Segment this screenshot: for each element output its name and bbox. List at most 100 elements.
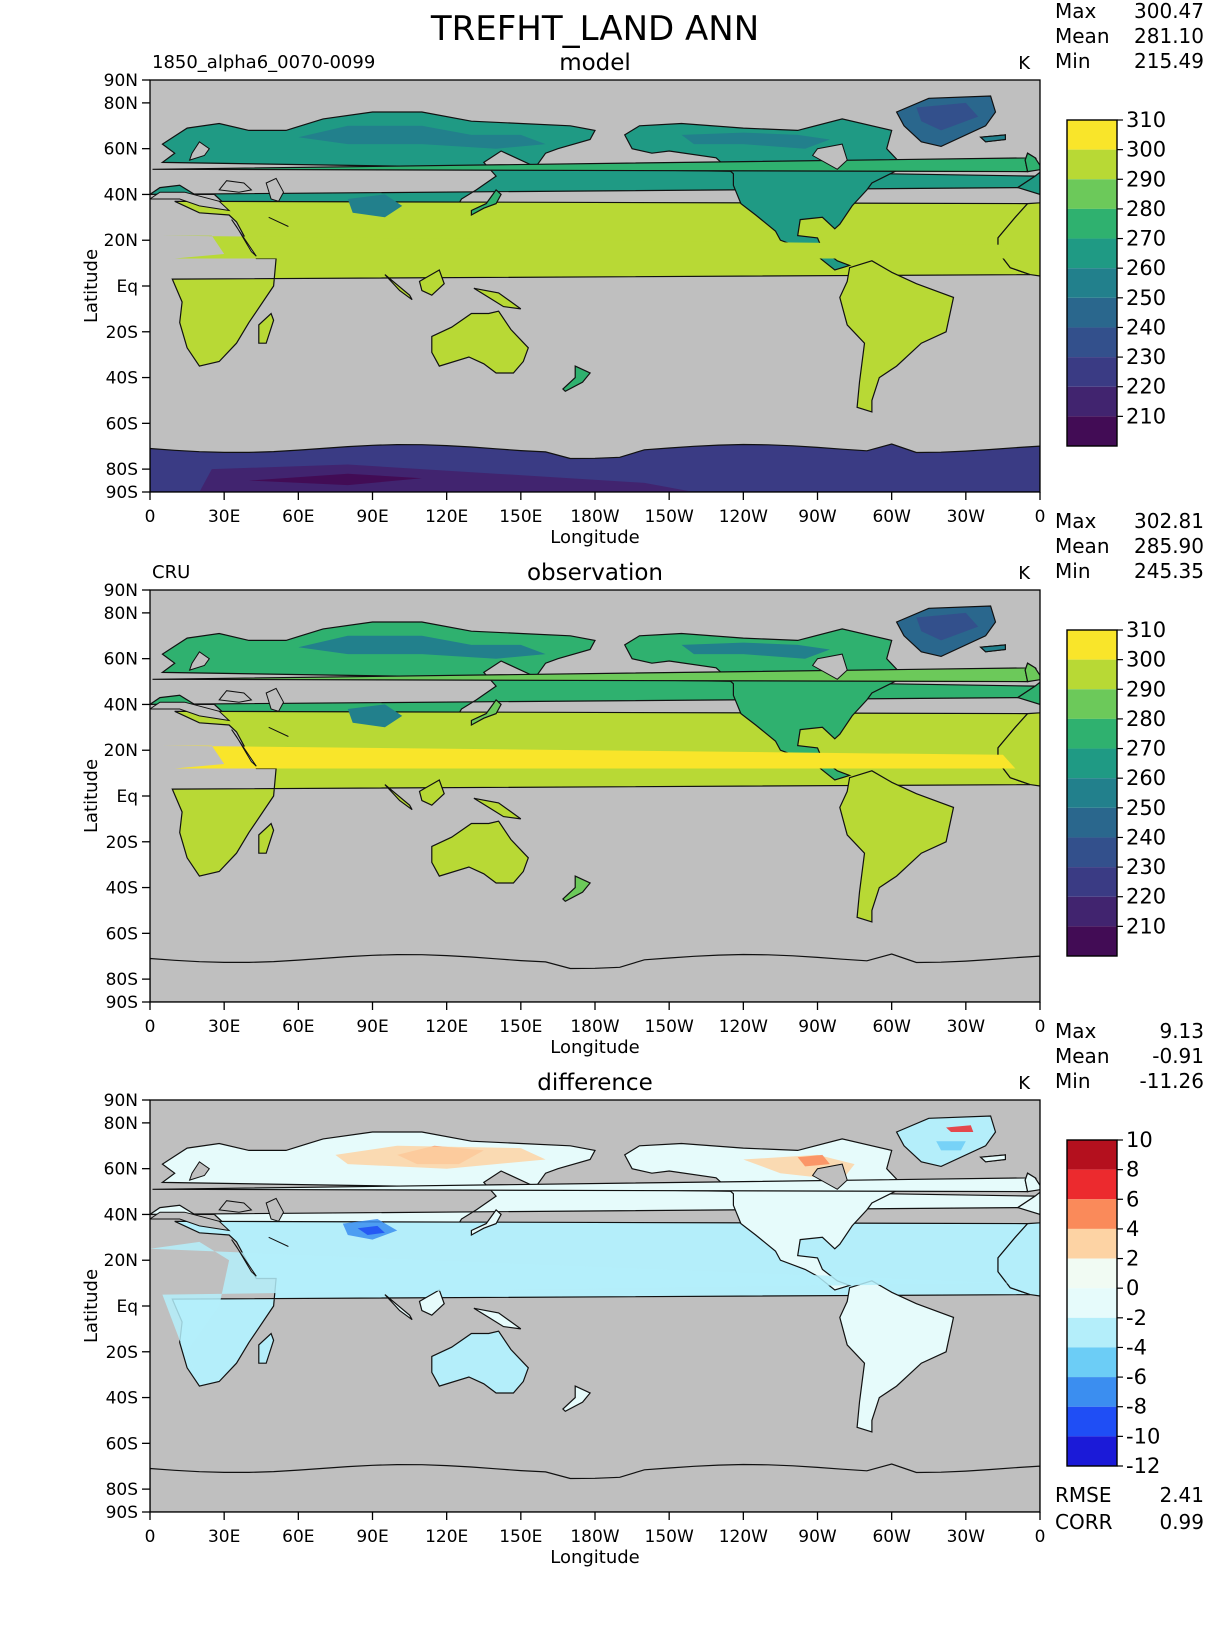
stat-value: 2.41 — [1159, 1483, 1204, 1507]
antarctica-interior — [199, 464, 694, 492]
colorbar-swatch — [1067, 1347, 1117, 1378]
colorbar-swatch — [1067, 630, 1117, 660]
difference-patch — [335, 1145, 546, 1169]
colorbar-label: 210 — [1126, 914, 1166, 938]
landmass-indonesia2 — [418, 1289, 445, 1316]
y-tick-label: 60S — [106, 414, 138, 434]
colorbar-swatch — [1067, 1317, 1117, 1348]
landmass-samerica — [839, 260, 955, 413]
landmass-indonesia1 — [384, 1294, 413, 1321]
sea-medsea — [150, 191, 231, 212]
colorbar-label: 290 — [1126, 677, 1166, 701]
climate-patch — [681, 642, 830, 659]
y-tick-label: 20N — [104, 231, 138, 251]
colorbar-label: -10 — [1126, 1424, 1160, 1448]
climate-patch — [162, 745, 1016, 769]
sea-persian — [268, 216, 289, 227]
stat-value: 302.81 — [1134, 509, 1204, 533]
y-tick-label: 90N — [104, 71, 138, 91]
sea-blacksea — [218, 180, 253, 193]
colorbar-label: -2 — [1126, 1306, 1147, 1330]
x-tick-label: 150W — [645, 507, 694, 527]
landmass-australia — [431, 820, 529, 884]
landmass-uk-wrap — [1024, 152, 1040, 173]
panel-title: difference — [537, 1070, 652, 1096]
x-tick-label: 150W — [645, 1017, 694, 1037]
y-tick-label: Eq — [116, 1297, 138, 1317]
y-tick-label: 20S — [106, 833, 138, 853]
stat-label: Max — [1055, 509, 1097, 533]
y-tick-label: 40N — [104, 1205, 138, 1225]
stat-value: 215.49 — [1134, 49, 1204, 73]
landmass-madagascar — [258, 1332, 275, 1364]
colorbar-swatch — [1067, 1169, 1117, 1200]
colorbar-swatch — [1067, 1406, 1117, 1437]
x-tick-label: 30E — [208, 1527, 240, 1547]
x-tick-label: 120W — [719, 1017, 768, 1037]
climate-patch — [916, 102, 979, 131]
colorbar-swatch — [1067, 208, 1117, 239]
y-tick-label: 80N — [104, 94, 138, 114]
landmass-japan — [470, 699, 502, 727]
y-tick-label: 90N — [104, 1091, 138, 1111]
x-tick-label: 0 — [145, 1527, 156, 1547]
y-tick-label: 60N — [104, 1160, 138, 1180]
x-tick-label: 90W — [798, 1017, 837, 1037]
x-tick-label: 30E — [208, 507, 240, 527]
y-axis-label: Latitude — [81, 1269, 102, 1343]
colorbar-label: 220 — [1126, 375, 1166, 399]
x-tick-label: 150E — [499, 507, 542, 527]
panel-left-label: 1850_alpha6_0070-0099 — [152, 52, 375, 73]
x-tick-label: 120E — [425, 1527, 468, 1547]
x-tick-label: 180W — [570, 1017, 619, 1037]
y-tick-label: 20S — [106, 1343, 138, 1363]
stat-label: Max — [1055, 1019, 1097, 1043]
colorbar-swatch — [1067, 268, 1117, 298]
colorbar-swatch — [1067, 416, 1117, 446]
sea-hudson — [811, 143, 848, 170]
y-axis-label: Latitude — [81, 249, 102, 323]
x-tick-label: 0 — [1035, 1017, 1046, 1037]
colorbar-frame — [1066, 629, 1118, 957]
colorbar-swatch — [1067, 1228, 1117, 1259]
landmass-antarctica — [150, 1463, 1040, 1512]
y-tick-label: 20S — [106, 323, 138, 343]
difference-patch — [150, 1241, 1016, 1382]
colorbar-label: 210 — [1126, 404, 1166, 428]
x-tick-label: 60W — [872, 1527, 911, 1547]
colorbar-label: 230 — [1126, 345, 1166, 369]
y-tick-label: 20N — [104, 741, 138, 761]
colorbar-label: 4 — [1126, 1217, 1139, 1241]
colorbar-label: 310 — [1126, 108, 1166, 132]
x-tick-label: 120W — [719, 507, 768, 527]
landmass-nz — [562, 875, 592, 903]
stat-value: 245.35 — [1134, 559, 1204, 583]
colorbar-swatch — [1067, 1377, 1117, 1407]
x-tick-label: 60E — [282, 507, 314, 527]
sea-baltic — [188, 141, 211, 161]
x-axis-label: Longitude — [550, 1037, 640, 1058]
colorbar-swatch — [1067, 297, 1117, 328]
colorbar-label: 240 — [1126, 825, 1166, 849]
colorbar-swatch — [1067, 1288, 1117, 1318]
stat-label: CORR — [1055, 1510, 1113, 1534]
colorbar-swatch — [1067, 926, 1117, 956]
x-axis-label: Longitude — [550, 1547, 640, 1568]
colorbar-label: 240 — [1126, 315, 1166, 339]
landmass-samerica — [839, 770, 955, 923]
colorbar-label: 270 — [1126, 227, 1166, 251]
sea-caspian — [265, 177, 285, 202]
y-tick-label: 90N — [104, 581, 138, 601]
stat-value: 300.47 — [1134, 0, 1204, 23]
landmass-europe-wrap — [1016, 171, 1040, 196]
colorbar-swatch — [1067, 1140, 1117, 1170]
colorbar-swatch — [1067, 807, 1117, 838]
x-tick-label: 0 — [1035, 1527, 1046, 1547]
y-tick-label: 80N — [104, 604, 138, 624]
colorbar-swatch — [1067, 386, 1117, 417]
climate-patch — [681, 132, 830, 149]
colorbar-label: 220 — [1126, 885, 1166, 909]
x-tick-label: 0 — [145, 1017, 156, 1037]
sea-caspian — [265, 1197, 285, 1222]
y-tick-label: Eq — [116, 787, 138, 807]
